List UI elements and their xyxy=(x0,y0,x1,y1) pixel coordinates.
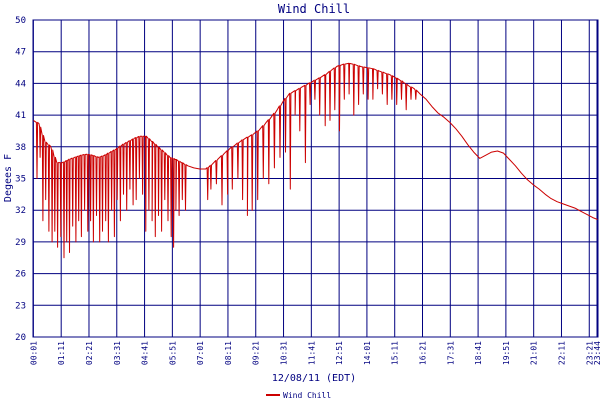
legend: Wind Chill xyxy=(266,391,331,400)
y-tick-label: 44 xyxy=(15,79,26,89)
x-tick-label: 07:01 xyxy=(196,341,205,365)
series-wind-chill xyxy=(33,62,599,259)
x-tick-label: 14:01 xyxy=(363,341,372,365)
x-tick-label: 22:11 xyxy=(557,341,566,365)
x-tick-label: 18:41 xyxy=(474,341,483,365)
y-tick-label: 23 xyxy=(15,301,26,311)
y-tick-labels: 20 23 26 29 32 35 38 41 44 47 50 xyxy=(15,16,26,343)
x-tick-label: 01:11 xyxy=(57,341,66,365)
x-tick-label: 11:41 xyxy=(307,341,316,365)
x-tick-label: 02:21 xyxy=(85,341,94,365)
x-tick-label: 19:51 xyxy=(502,341,511,365)
x-tick-labels: 00:01 01:11 02:21 03:31 04:41 05:51 07:01 08:11… xyxy=(29,341,600,365)
x-tick-label: 10:31 xyxy=(280,341,289,365)
y-tick-label: 38 xyxy=(15,143,26,153)
y-tick-label: 50 xyxy=(15,16,26,26)
x-tick-label: 23:21 xyxy=(585,341,594,365)
x-tick-label: 08:11 xyxy=(224,341,233,365)
plot-frame xyxy=(32,19,599,338)
y-tick-label: 32 xyxy=(15,206,26,216)
y-tick-label: 29 xyxy=(15,238,26,248)
x-tick-label: 23:44 xyxy=(593,341,600,365)
x-tick-label: 12:51 xyxy=(335,341,344,365)
x-tick-label: 03:31 xyxy=(113,341,122,365)
x-tick-label: 16:21 xyxy=(419,341,428,365)
y-tick-label: 41 xyxy=(15,111,26,121)
x-tick-label: 09:21 xyxy=(252,341,261,365)
x-axis-label: 12/08/11 (EDT) xyxy=(272,373,356,384)
x-tick-label: 05:51 xyxy=(168,341,177,365)
y-tick-label: 26 xyxy=(15,270,26,280)
x-tick-label: 21:01 xyxy=(530,341,539,365)
x-tick-label: 15:11 xyxy=(391,341,400,365)
x-tick-label: 04:41 xyxy=(141,341,150,365)
y-tick-label: 35 xyxy=(15,175,26,185)
y-tick-label: 20 xyxy=(15,333,26,343)
wind-chill-line xyxy=(33,62,599,259)
x-tick-label: 00:01 xyxy=(29,341,38,365)
chart-title: Wind Chill xyxy=(278,2,350,16)
x-tick-label: 17:31 xyxy=(446,341,455,365)
y-tick-label: 47 xyxy=(15,48,26,58)
legend-label: Wind Chill xyxy=(283,391,331,400)
y-axis-label: Degees F xyxy=(3,154,14,202)
